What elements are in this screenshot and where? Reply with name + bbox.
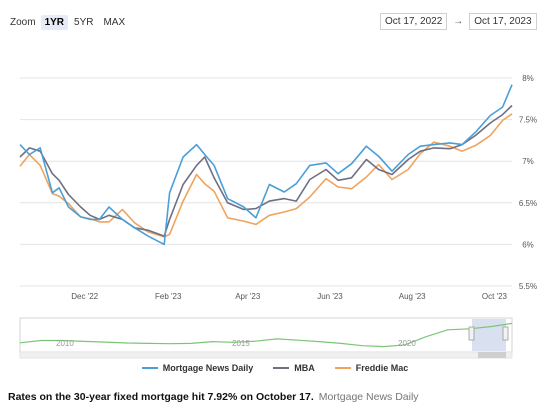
zoom-label: Zoom (10, 16, 36, 28)
x-tick-label: Feb '23 (155, 292, 182, 301)
navigator-handle-right[interactable] (502, 326, 509, 341)
legend: Mortgage News Daily MBA Freddie Mac (0, 363, 550, 373)
navigator-handle-left[interactable] (468, 326, 475, 341)
figure-caption: Rates on the 30-year fixed mortgage hit … (8, 391, 419, 403)
range-to-input[interactable]: Oct 17, 2023 (469, 12, 537, 30)
legend-label-mba: MBA (294, 363, 315, 373)
series-line-mnd (19, 84, 513, 246)
y-tick-label: 5.5% (519, 282, 537, 291)
navigator-year-label: 2015 (232, 339, 250, 348)
y-tick-label: 8% (522, 74, 534, 83)
legend-swatch-mnd (141, 367, 158, 369)
y-tick-label: 7% (522, 157, 534, 166)
zoom-5yr-button[interactable]: 5YR (74, 16, 94, 28)
zoom-max-button[interactable]: MAX (103, 16, 126, 28)
caption-headline: Rates on the 30-year fixed mortgage hit … (8, 391, 314, 403)
date-range: Oct 17, 2022 → Oct 17, 2023 (380, 12, 537, 30)
legend-label-freddie: Freddie Mac (355, 363, 409, 373)
x-tick-label: Dec '22 (71, 292, 98, 301)
legend-item-freddie[interactable]: Freddie Mac (334, 363, 409, 373)
y-tick-label: 6% (522, 240, 534, 249)
x-tick-label: Oct '23 (482, 292, 508, 301)
navigator-year-label: 2020 (398, 339, 416, 348)
range-from-input[interactable]: Oct 17, 2022 (380, 12, 448, 30)
range-arrow: → (453, 15, 464, 27)
navigator-scrollbar-thumb[interactable] (478, 352, 506, 358)
x-tick-label: Aug '23 (399, 292, 426, 301)
legend-label-mnd: Mortgage News Daily (162, 363, 254, 373)
x-tick-label: Apr '23 (235, 292, 261, 301)
zoom-toolbar: Zoom 1YR 5YR MAX (10, 13, 131, 31)
legend-item-mnd[interactable]: Mortgage News Daily (141, 363, 254, 373)
navigator-year-label: 2010 (56, 339, 74, 348)
caption-source: Mortgage News Daily (318, 391, 419, 403)
zoom-1yr-button[interactable]: 1YR (40, 14, 69, 30)
series-line-mba (19, 104, 513, 237)
x-tick-label: Jun '23 (317, 292, 343, 301)
navigator-frame (19, 317, 513, 353)
legend-swatch-freddie (334, 367, 351, 369)
legend-swatch-mba (273, 367, 290, 369)
navigator-selection[interactable] (472, 319, 506, 351)
legend-item-mba[interactable]: MBA (273, 363, 315, 373)
rate-chart: 5.5% 6% 6.5% 7% 7.5% 8% Dec '22 Feb '23 Apr '23 J… (19, 74, 537, 359)
y-tick-label: 6.5% (519, 199, 537, 208)
navigator-scrollbar[interactable] (19, 351, 513, 359)
navigator-line (19, 322, 513, 348)
y-tick-label: 7.5% (519, 116, 537, 125)
series-line-freddie (19, 113, 513, 238)
